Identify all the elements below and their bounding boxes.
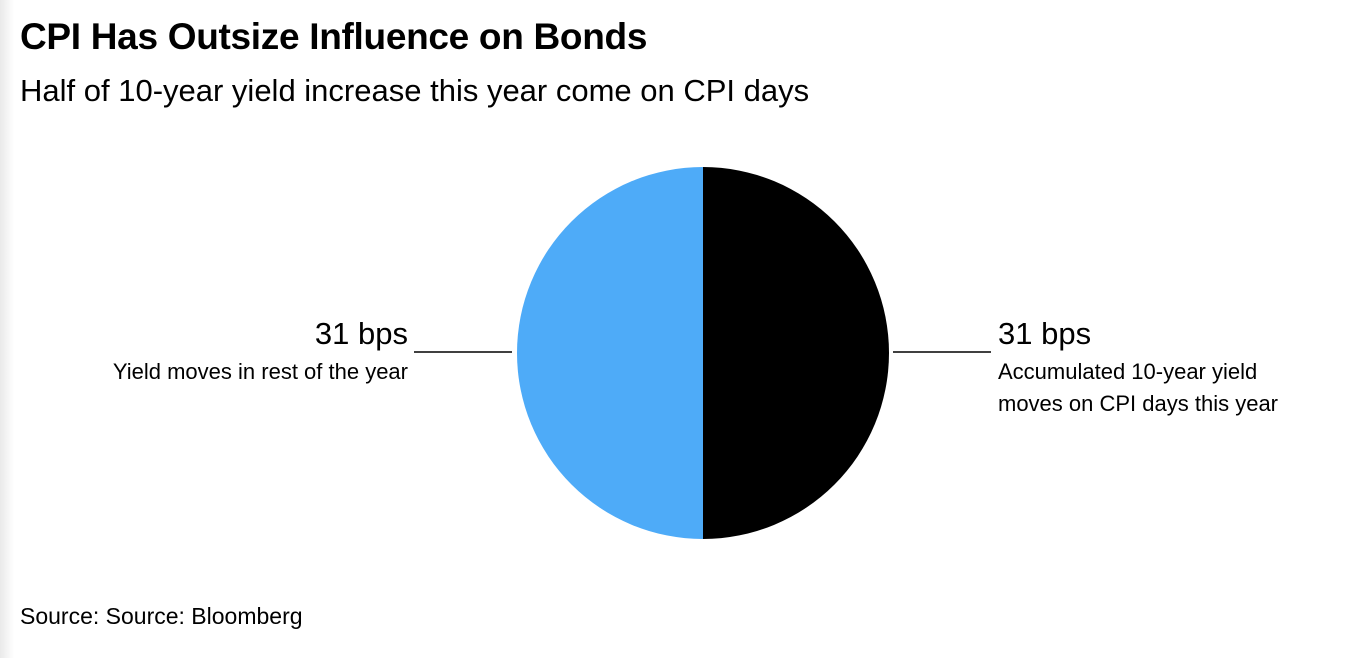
slice-value-label-left: 31 bps: [315, 316, 408, 351]
pie-labels: 31 bps Accumulated 10-year yield moves on …: [113, 316, 1278, 416]
chart-subtitle: Half of 10-year yield increase this year…: [20, 73, 810, 108]
slice-description-left-line-1: Yield moves in rest of the year: [113, 359, 408, 384]
pie-slice-left: [517, 167, 703, 539]
slice-value-label-right: 31 bps: [998, 316, 1091, 351]
left-edge-shade: [0, 0, 14, 658]
slice-description-right-line-2: moves on CPI days this year: [998, 391, 1278, 416]
chart-title: CPI Has Outsize Influence on Bonds: [20, 16, 648, 57]
pie-slices: [517, 167, 889, 539]
source-note: Source: Source: Bloomberg: [20, 603, 303, 629]
slice-description-right-line-1: Accumulated 10-year yield: [998, 359, 1257, 384]
pie-slice-right: [703, 167, 889, 539]
